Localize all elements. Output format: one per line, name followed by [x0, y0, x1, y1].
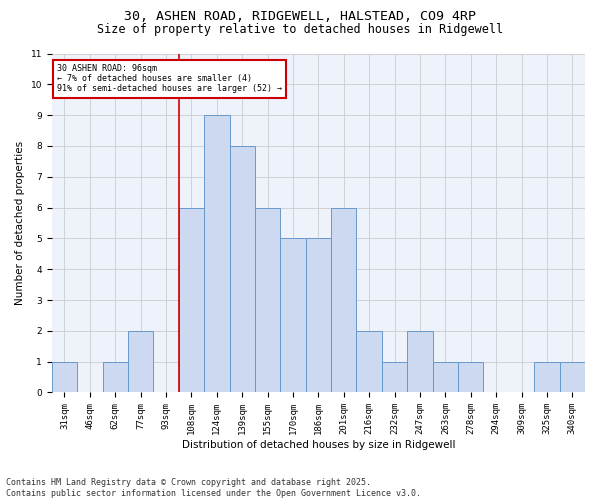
Bar	[280, 238, 305, 392]
Bar	[179, 208, 204, 392]
Bar	[255, 208, 280, 392]
Bar	[560, 362, 585, 392]
Bar	[230, 146, 255, 392]
Bar	[128, 331, 154, 392]
Bar	[305, 238, 331, 392]
Bar	[204, 115, 230, 392]
Y-axis label: Number of detached properties: Number of detached properties	[15, 141, 25, 305]
Bar	[103, 362, 128, 392]
Bar	[458, 362, 484, 392]
Text: Size of property relative to detached houses in Ridgewell: Size of property relative to detached ho…	[97, 22, 503, 36]
Bar	[534, 362, 560, 392]
Text: Contains HM Land Registry data © Crown copyright and database right 2025.
Contai: Contains HM Land Registry data © Crown c…	[6, 478, 421, 498]
Bar	[331, 208, 356, 392]
Bar	[52, 362, 77, 392]
Bar	[407, 331, 433, 392]
Text: 30 ASHEN ROAD: 96sqm
← 7% of detached houses are smaller (4)
91% of semi-detache: 30 ASHEN ROAD: 96sqm ← 7% of detached ho…	[57, 64, 282, 94]
Bar	[433, 362, 458, 392]
X-axis label: Distribution of detached houses by size in Ridgewell: Distribution of detached houses by size …	[182, 440, 455, 450]
Bar	[382, 362, 407, 392]
Text: 30, ASHEN ROAD, RIDGEWELL, HALSTEAD, CO9 4RP: 30, ASHEN ROAD, RIDGEWELL, HALSTEAD, CO9…	[124, 10, 476, 23]
Bar	[356, 331, 382, 392]
